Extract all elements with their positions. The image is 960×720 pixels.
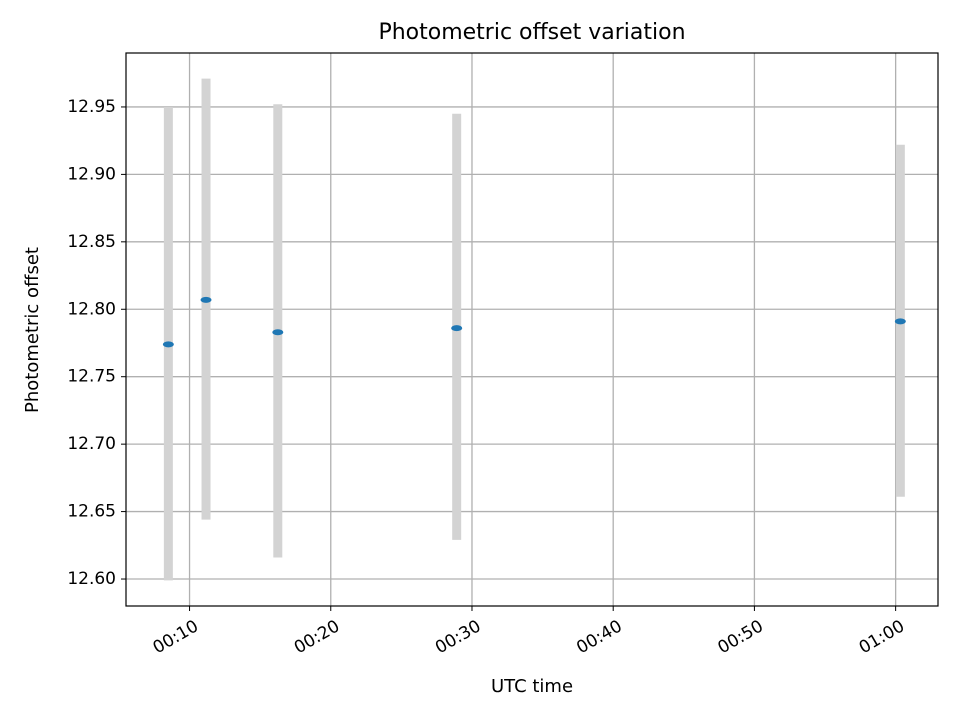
y-tick-label: 12.85 <box>67 232 116 252</box>
x-tick-label: 00:50 <box>714 616 766 658</box>
y-tick-label: 12.70 <box>67 434 116 454</box>
grid <box>126 53 938 606</box>
data-points <box>162 296 906 348</box>
x-axis-label: UTC time <box>491 676 573 697</box>
x-tick-label: 01:00 <box>856 616 908 658</box>
x-tick-label: 00:40 <box>573 616 625 658</box>
x-tick-label: 00:30 <box>432 616 484 658</box>
chart-title: Photometric offset variation <box>378 20 685 45</box>
x-tick-label: 00:20 <box>291 616 343 658</box>
data-point <box>200 296 212 303</box>
plot-frame <box>125 52 939 607</box>
y-tick-label: 12.60 <box>67 569 116 589</box>
data-point <box>451 325 463 332</box>
y-axis-label: Photometric offset <box>22 247 43 413</box>
y-tick-label: 12.90 <box>67 164 116 184</box>
y-tick-label: 12.80 <box>67 299 116 319</box>
y-tick-label: 12.95 <box>67 97 116 117</box>
x-tick-label: 00:10 <box>150 616 202 658</box>
ticks: 00:10 00:20 00:30 00:40 00:50 01:00 12.60 12.65… <box>67 97 908 658</box>
data-point <box>162 341 174 348</box>
y-tick-label: 12.65 <box>67 502 116 522</box>
y-tick-label: 12.75 <box>67 367 116 387</box>
data-point <box>272 329 284 336</box>
data-point <box>894 318 906 325</box>
